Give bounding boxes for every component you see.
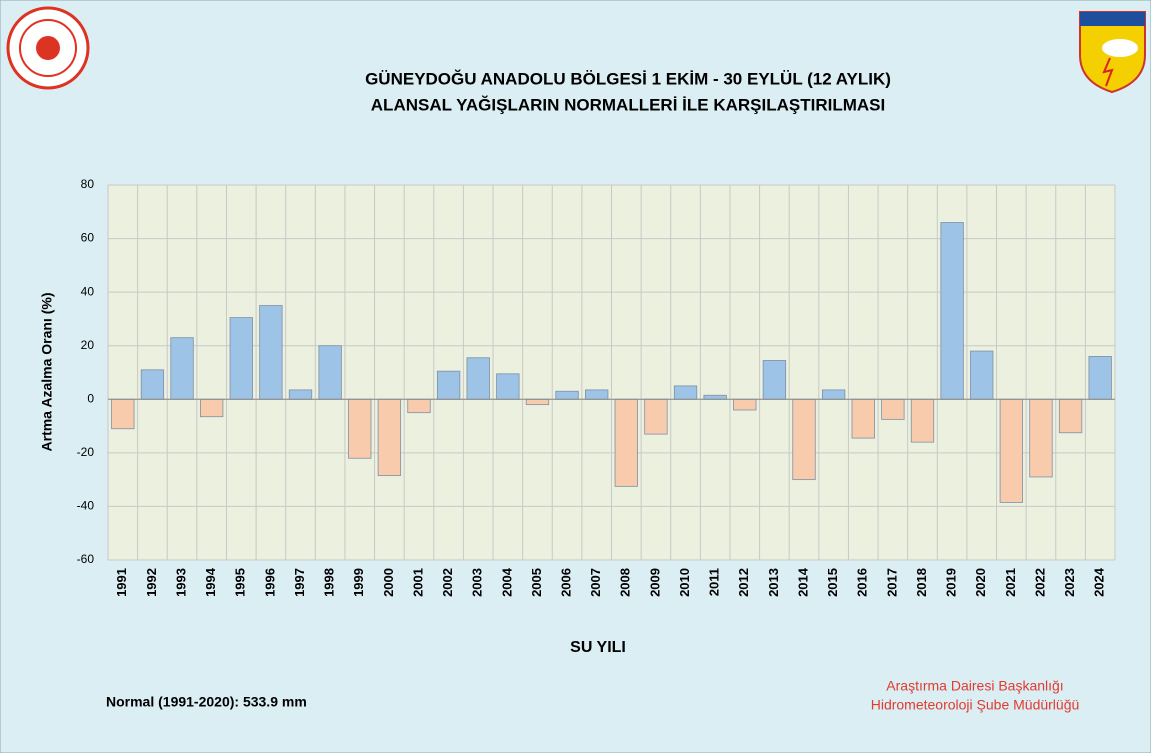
chart-title: GÜNEYDOĞU ANADOLU BÖLGESİ 1 EKİM - 30 EY… [365,69,891,88]
credit: Hidrometeoroloji Şube Müdürlüğü [871,697,1080,713]
y-tick-label: 60 [81,231,95,245]
bar [377,398,402,477]
bar [496,373,520,400]
x-tick-label: 1994 [203,567,218,597]
bar [614,398,638,487]
x-tick-label: 2013 [766,568,781,597]
bar [762,360,787,400]
x-tick-label: 2011 [707,568,722,596]
bar [288,389,313,400]
x-tick-label: 2001 [410,568,425,597]
bar [585,389,609,400]
bar [792,398,816,481]
bar [466,357,490,400]
y-tick-label: 80 [81,177,95,191]
bar [851,398,875,439]
x-tick-label: 1997 [292,568,307,597]
x-tick-label: 2007 [588,568,603,597]
x-tick-label: 2014 [795,567,810,597]
bar [170,337,194,400]
bar [348,398,372,459]
x-tick-label: 2019 [944,568,959,597]
x-tick-label: 2023 [1062,568,1077,597]
x-tick-label: 1991 [114,568,129,597]
bar [910,398,935,443]
x-tick-label: 1999 [351,568,366,597]
x-tick-label: 2000 [381,568,396,597]
chart-title: ALANSAL YAĞIŞLARIN NORMALLERİ İLE KARŞIL… [371,95,885,114]
x-tick-label: 2017 [884,568,899,597]
x-tick-label: 2012 [736,568,751,597]
bar [436,370,461,400]
x-tick-label: 2018 [914,568,929,597]
bar [259,305,283,400]
bar [644,398,668,435]
bar [703,394,727,400]
y-axis-label: Artma Azalma Oranı (%) [39,293,55,452]
bar [999,398,1023,503]
bar [525,398,550,406]
x-axis-label: SU YILI [570,639,626,656]
x-tick-label: 2022 [1032,568,1047,597]
x-tick-label: 2002 [440,568,455,597]
logo-right [1079,11,1146,94]
bar [970,350,994,400]
y-tick-label: 0 [87,391,94,405]
bar [673,385,698,400]
x-tick-label: 2020 [973,568,988,597]
bar [407,398,431,414]
bar [229,317,253,400]
x-tick-label: 2015 [825,568,840,597]
x-tick-label: 1996 [262,568,277,597]
x-tick-label: 1995 [233,568,248,597]
logo-left [6,6,90,90]
x-tick-label: 2010 [677,568,692,597]
bar [821,389,846,400]
y-tick-label: 40 [81,284,95,298]
x-tick-label: 2009 [647,568,662,597]
bar [140,369,165,400]
y-tick-label: 20 [81,338,95,352]
x-tick-label: 2004 [499,567,514,597]
y-tick-label: -20 [77,445,95,459]
bar [318,345,342,400]
x-tick-label: 2005 [529,568,544,597]
bar [1058,398,1083,434]
credit: Araştırma Dairesi Başkanlığı [886,678,1063,694]
x-tick-label: 1992 [144,568,159,597]
x-tick-label: 2021 [1003,568,1018,597]
x-tick-label: 1993 [173,568,188,597]
bar [200,398,224,418]
bar [1029,398,1053,478]
bar [881,398,905,420]
x-tick-label: 2016 [855,568,870,597]
bar [1088,356,1112,400]
bar [940,222,964,400]
x-tick-label: 1998 [322,568,337,597]
annotation: Normal (1991-2020): 533.9 mm [106,694,307,710]
x-tick-label: 2006 [559,568,574,597]
x-tick-label: 2008 [618,568,633,597]
bar [733,398,757,411]
y-tick-label: -40 [77,499,95,513]
bar [111,398,135,430]
x-tick-label: 2024 [1092,567,1107,597]
bar [555,390,579,400]
y-tick-label: -60 [77,552,95,566]
x-tick-label: 2003 [470,568,485,597]
